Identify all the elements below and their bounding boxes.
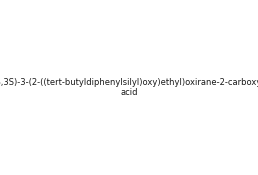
Text: (2S,3S)-3-(2-((tert-butyldiphenylsilyl)oxy)ethyl)oxirane-2-carboxylic acid: (2S,3S)-3-(2-((tert-butyldiphenylsilyl)o… <box>0 78 258 97</box>
